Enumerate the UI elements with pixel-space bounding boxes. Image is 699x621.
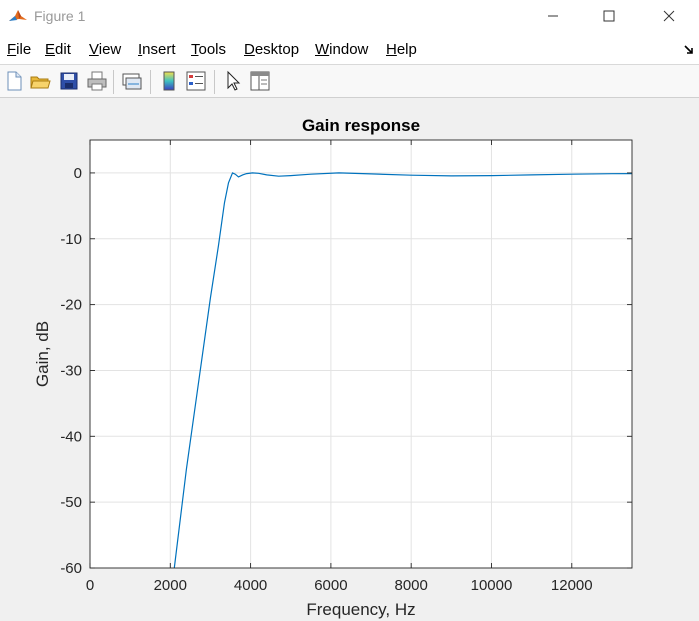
menu-edit[interactable]: Edit	[45, 41, 71, 58]
menu-view[interactable]: View	[89, 41, 122, 58]
colorbar-icon[interactable]	[158, 70, 180, 92]
new-figure-icon[interactable]	[3, 70, 25, 92]
toolbar	[0, 65, 699, 98]
x-tick-label: 4000	[234, 577, 267, 594]
close-button[interactable]	[646, 0, 692, 32]
print-icon[interactable]	[86, 70, 108, 92]
x-tick-label: 6000	[314, 577, 347, 594]
save-icon[interactable]	[58, 70, 80, 92]
x-tick-label: 2000	[154, 577, 187, 594]
toolbar-separator	[113, 70, 114, 94]
open-file-icon[interactable]	[29, 70, 51, 92]
legend-icon[interactable]	[185, 70, 207, 92]
axes-background	[90, 140, 632, 568]
window-title: Figure 1	[34, 8, 86, 24]
maximize-button[interactable]	[586, 0, 632, 32]
gain-curve	[173, 172, 633, 569]
menu-divider	[0, 64, 699, 65]
edit-plot-icon[interactable]	[222, 70, 244, 92]
menu-file[interactable]: File	[7, 41, 32, 58]
minimize-button[interactable]	[530, 0, 576, 32]
y-tick-label: -60	[60, 560, 82, 577]
y-axis-label: Gain, dB	[33, 321, 52, 387]
menu-window[interactable]: Window	[315, 41, 369, 58]
y-tick-label: -10	[60, 231, 82, 248]
x-tick-label: 12000	[551, 577, 593, 594]
y-tick-label: -40	[60, 428, 82, 445]
maximize-icon	[603, 10, 615, 22]
y-tick-label: -50	[60, 494, 82, 511]
close-icon	[663, 10, 675, 22]
axes-box	[89, 139, 633, 569]
x-axis-label: Frequency, Hz	[306, 600, 415, 619]
link-plot-icon[interactable]	[121, 70, 143, 92]
toolbar-separator	[150, 70, 151, 94]
x-tick-label: 10000	[471, 577, 513, 594]
title-bar: Figure 1	[0, 0, 699, 34]
minimize-icon	[548, 15, 558, 17]
axis-ticks: 0 2000 4000 6000 8000 10000 12000 0 -10 -20 -30 -40…	[60, 140, 632, 594]
toolbar-separator	[214, 70, 215, 94]
y-tick-label: -20	[60, 297, 82, 314]
y-tick-label: 0	[74, 165, 82, 182]
matlab-logo-icon	[8, 7, 28, 27]
dock-arrow-icon[interactable]	[683, 44, 695, 56]
x-tick-label: 8000	[394, 577, 427, 594]
x-tick-label: 0	[86, 577, 94, 594]
menu-desktop[interactable]: Desktop	[244, 41, 300, 58]
y-tick-label: -30	[60, 362, 82, 379]
menu-tools[interactable]: Tools	[191, 41, 227, 58]
menu-bar: File Edit View Insert Tools Desktop Wind…	[0, 34, 699, 64]
plot-axes[interactable]: 0 2000 4000 6000 8000 10000 12000 0 -10 -20 -30 -40…	[0, 98, 699, 621]
menu-insert[interactable]: Insert	[138, 41, 176, 58]
chart-title: Gain response	[302, 116, 420, 135]
menu-help[interactable]: Help	[386, 41, 417, 58]
property-inspector-icon[interactable]	[249, 70, 271, 92]
figure-canvas: 0 2000 4000 6000 8000 10000 12000 0 -10 -20 -30 -40…	[0, 98, 699, 621]
